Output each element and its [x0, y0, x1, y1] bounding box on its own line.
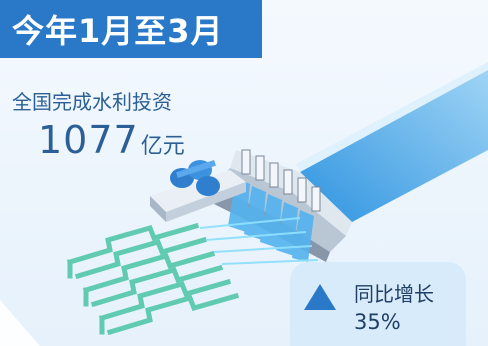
dam-illustration: [206, 149, 352, 262]
stat-value: 1077 亿元: [38, 118, 185, 162]
yoy-value: 35%: [354, 310, 401, 334]
stat-number: 1077: [38, 118, 139, 162]
yoy-card: 同比增长 35%: [290, 262, 466, 346]
yoy-label: 同比增长: [354, 282, 434, 306]
stat-unit: 亿元: [140, 134, 185, 159]
title-text: 今年1月至3月: [12, 12, 224, 50]
page-title: 今年1月至3月: [0, 0, 262, 58]
water-pipes: [199, 217, 319, 265]
up-triangle-icon: [304, 284, 336, 310]
irrigation-channels-illustration: [66, 222, 240, 336]
pump-station-illustration: [150, 159, 246, 222]
stat-label: 全国完成水利投资: [12, 90, 172, 114]
river: [296, 62, 488, 222]
